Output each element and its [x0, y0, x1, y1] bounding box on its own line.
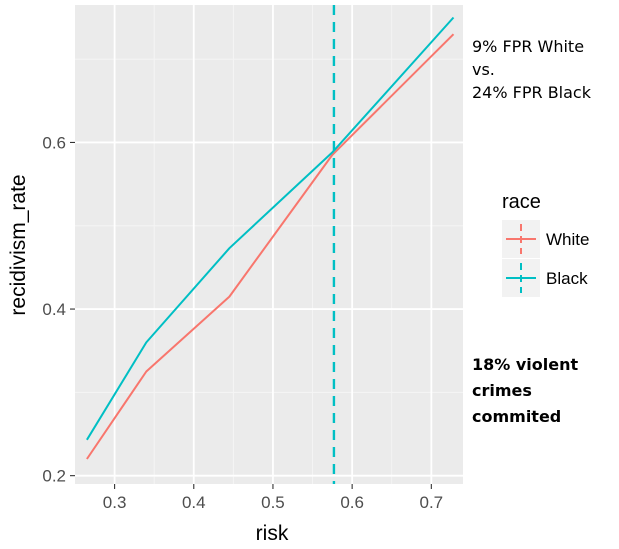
legend: race White Black	[502, 191, 589, 297]
y-tick-label-0: 0.2	[42, 467, 66, 486]
legend-title: race	[502, 191, 541, 213]
violent-annotation-line-1: 18% violent	[472, 355, 579, 374]
x-tick-label-2: 0.5	[261, 493, 285, 512]
major-grid	[75, 5, 463, 484]
x-tick-label-0: 0.3	[103, 493, 127, 512]
violent-crimes-annotation: 18% violent crimes commited	[472, 352, 578, 430]
series-line-white	[86, 33, 455, 460]
series-layer	[86, 16, 455, 460]
series-line-black	[86, 16, 455, 441]
fpr-annotation-line-1: 9% FPR White	[472, 37, 585, 56]
x-tick-label-4: 0.7	[420, 493, 444, 512]
fpr-annotation-line-2: vs.	[472, 60, 495, 79]
y-tick-label-1: 0.4	[42, 300, 66, 319]
legend-label-white: White	[546, 230, 589, 249]
axis-ticks	[70, 141, 432, 489]
x-tick-label-3: 0.6	[340, 493, 364, 512]
fpr-annotation: 9% FPR White vs. 24% FPR Black	[472, 35, 591, 104]
violent-annotation-line-3: commited	[472, 407, 562, 426]
legend-label-black: Black	[546, 269, 588, 288]
x-axis-title: risk	[256, 522, 289, 545]
y-tick-label-2: 0.6	[42, 133, 66, 152]
violent-annotation-line-2: crimes	[472, 381, 532, 400]
y-axis-title: recidivism_rate	[7, 174, 30, 315]
fpr-annotation-line-3: 24% FPR Black	[472, 83, 591, 102]
x-tick-label-1: 0.4	[182, 493, 206, 512]
axis-tick-labels: 0.3 0.4 0.5 0.6 0.7 0.2 0.4 0.6	[42, 133, 443, 512]
plot-panel	[75, 5, 463, 484]
